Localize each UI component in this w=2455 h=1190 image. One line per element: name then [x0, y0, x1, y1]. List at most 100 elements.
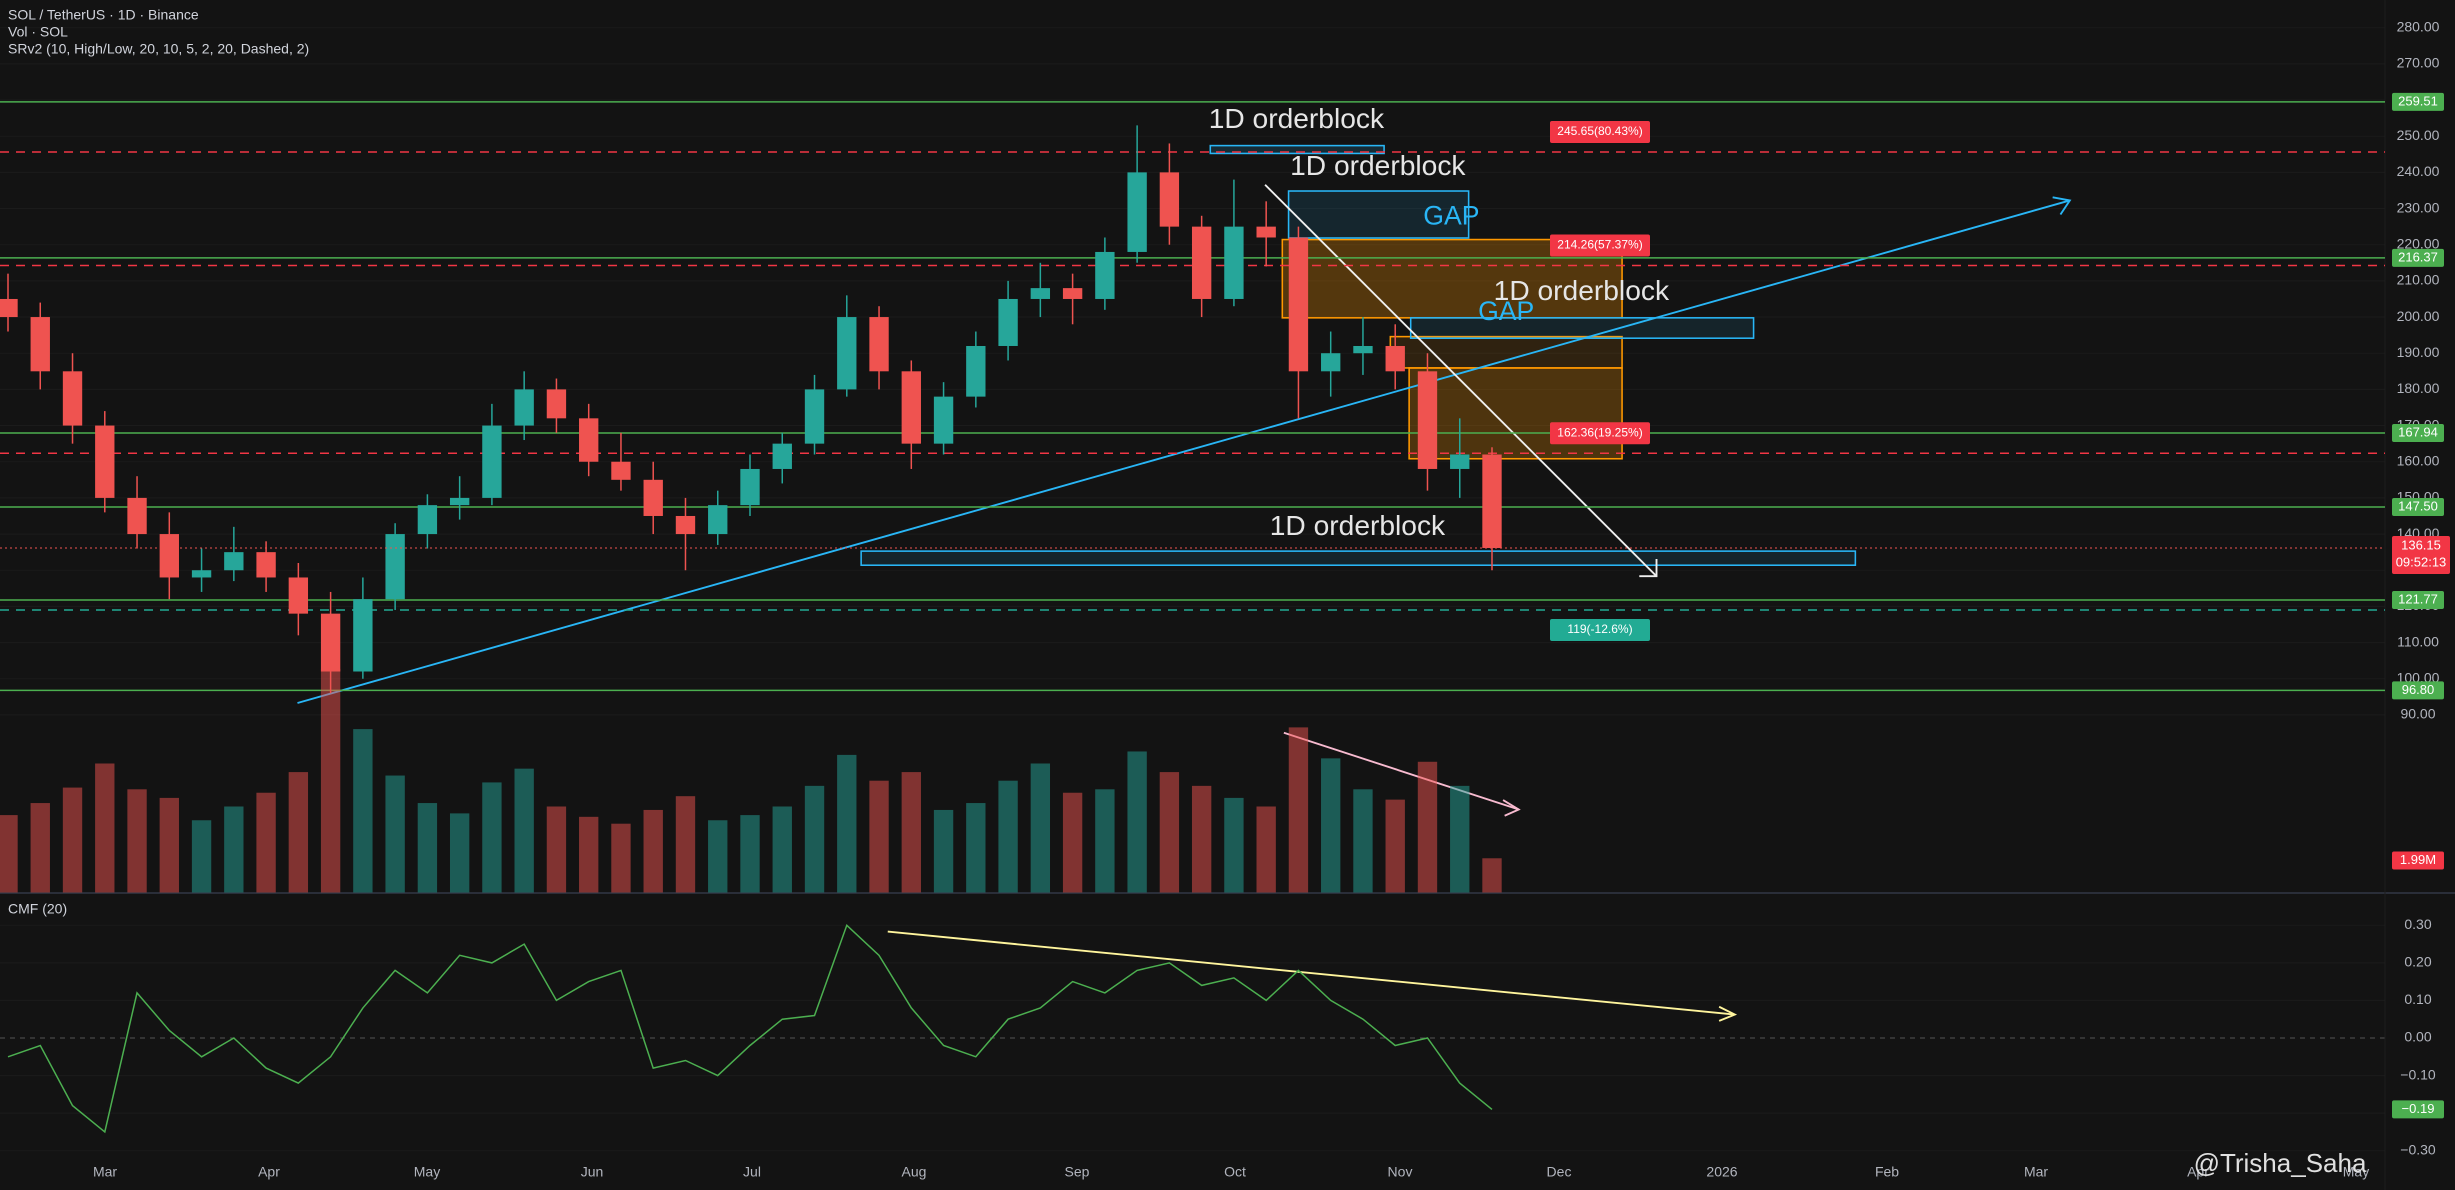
volume-bar — [869, 780, 889, 893]
candle-body — [353, 599, 373, 672]
plot: 90.00100.00110.00120.00130.00140.00150.0… — [0, 18, 2450, 1180]
trend-line — [297, 199, 2071, 704]
volume-bar — [514, 768, 534, 893]
volume-bar — [1417, 761, 1438, 893]
candle-body — [740, 468, 760, 506]
volume-bar — [1062, 792, 1083, 893]
candle-body — [1095, 251, 1115, 299]
level-tag — [2392, 424, 2444, 443]
volume-bar — [449, 813, 470, 893]
x-tick-label: Mar — [2024, 1164, 2048, 1180]
candle-body — [804, 389, 825, 444]
annotation: 1D orderblock — [1209, 102, 1385, 134]
volume-bar — [1288, 727, 1309, 893]
target-label: 214.26(57.37%) — [1557, 238, 1642, 252]
volume-bar — [837, 754, 857, 893]
orderblock-box — [1389, 335, 1623, 369]
volume-bar — [1321, 758, 1341, 893]
candle-body — [837, 317, 857, 390]
gap-box — [1287, 190, 1470, 239]
volume-bar — [1353, 789, 1373, 893]
x-tick-label: Feb — [1875, 1164, 1899, 1180]
volume-bar — [482, 782, 502, 893]
candle-body — [127, 497, 147, 535]
y-tick-label: 190.00 — [2397, 344, 2440, 360]
volume-bar — [95, 763, 115, 893]
candle-body — [675, 515, 696, 535]
volume-bar — [772, 806, 792, 893]
target-label: 119(-12.6%) — [1567, 622, 1632, 636]
level-label: 147.50 — [2398, 498, 2438, 513]
level-tag — [2392, 497, 2444, 516]
x-tick-label: Dec — [1547, 1164, 1572, 1180]
candle-body — [708, 505, 728, 535]
candle-body — [869, 317, 889, 372]
indicator-label: CMF (20) — [8, 901, 67, 917]
y-tick-label: 0.00 — [2404, 1029, 2431, 1045]
candle-body — [417, 505, 438, 535]
level-tag — [2392, 248, 2444, 267]
level-tag — [2392, 681, 2444, 700]
candle-body — [901, 371, 921, 444]
candle-body — [256, 552, 276, 578]
x-tick-label: Nov — [1388, 1164, 1413, 1180]
candle-body — [611, 461, 631, 480]
volume-bar — [1256, 806, 1276, 893]
x-tick-label: May — [414, 1164, 440, 1180]
candle-body — [1450, 454, 1470, 469]
indicator-label: SRv2 (10, High/Low, 20, 10, 5, 2, 20, Da… — [8, 41, 309, 57]
y-tick-label: 270.00 — [2397, 55, 2440, 71]
x-tick-label: Apr — [2187, 1164, 2209, 1180]
volume-bar — [1224, 797, 1244, 893]
arrow-head — [2052, 196, 2072, 216]
y-tick-label: 110.00 — [2397, 633, 2439, 649]
candle-body — [1030, 288, 1051, 299]
y-tick-label: 220.00 — [2397, 235, 2440, 251]
level-label: 259.51 — [2398, 93, 2438, 108]
candle-body — [546, 389, 567, 419]
volume-bar — [643, 809, 663, 893]
y-tick-label: 90.00 — [2400, 706, 2435, 722]
candle-body — [95, 425, 115, 498]
x-tick-label: Oct — [1224, 1164, 1246, 1180]
trend-line — [1264, 184, 1658, 577]
x-tick-label: 2026 — [1706, 1164, 1737, 1180]
orderblock-box — [1408, 367, 1623, 460]
volume-bar — [546, 806, 567, 893]
candle-body — [62, 371, 83, 426]
target-tag — [1550, 234, 1650, 257]
volume-bar — [1482, 858, 1502, 893]
y-tick-label: −0.30 — [2400, 1141, 2436, 1157]
target-tag — [1550, 120, 1650, 143]
volume-bar — [0, 815, 18, 893]
volume-bar — [611, 823, 631, 893]
gap-box — [1409, 317, 1755, 339]
target-tag — [1550, 422, 1650, 445]
x-tick-label: Mar — [93, 1164, 117, 1180]
volume-bar — [1159, 772, 1180, 893]
countdown-label: 09:52:13 — [2396, 554, 2447, 569]
volume-bar — [159, 797, 179, 893]
x-tick-label: Jul — [743, 1164, 761, 1180]
annotation: 1D orderblock — [1270, 509, 1446, 541]
volume-tag — [2392, 851, 2444, 870]
candle-body — [0, 298, 18, 318]
candle-body — [449, 497, 470, 506]
x-tick-label: Sep — [1065, 1164, 1090, 1180]
x-tick-label: Apr — [258, 1164, 280, 1180]
x-tick-label: May — [2343, 1164, 2369, 1180]
volume-bar — [320, 668, 341, 893]
volume-bar — [966, 803, 986, 893]
candle-body — [1321, 353, 1341, 372]
candle-body — [1127, 172, 1147, 252]
candle-body — [1353, 345, 1373, 354]
cmf-line — [7, 923, 1493, 1134]
y-tick-label: −0.10 — [2400, 1066, 2436, 1082]
volume-bar — [256, 792, 276, 893]
volume-bar — [385, 775, 405, 893]
target-label: 162.36(19.25%) — [1557, 425, 1642, 439]
orderblock-box — [1209, 144, 1385, 155]
candle-body — [1417, 371, 1438, 469]
